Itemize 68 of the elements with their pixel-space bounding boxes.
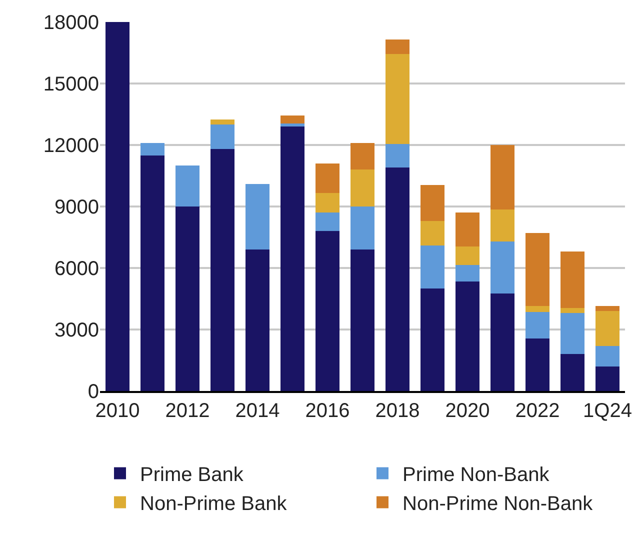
bar: [280, 123, 304, 127]
bar: [560, 354, 584, 391]
bar: [350, 250, 374, 391]
bar: [316, 231, 340, 391]
bar: [596, 346, 620, 366]
x-tick-label: 2010: [95, 400, 140, 422]
bar: [246, 250, 270, 391]
x-tick-label: 1Q24: [583, 400, 632, 422]
y-tick-label: 15000: [43, 74, 99, 96]
bar: [386, 144, 410, 168]
x-tick-label: 2014: [235, 400, 280, 422]
bar: [560, 313, 584, 354]
legend-label: Non-Prime Non-Bank: [402, 493, 594, 516]
legend-label: Prime Non-Bank: [402, 464, 550, 486]
bar: [526, 312, 550, 339]
bar: [526, 338, 550, 391]
bar: [246, 184, 270, 250]
y-tick-label: 0: [88, 381, 99, 403]
bar: [420, 245, 444, 288]
legend-label: Prime Bank: [140, 464, 244, 486]
bar: [596, 306, 620, 312]
bar: [386, 54, 410, 144]
x-tick-label: 2018: [375, 400, 420, 422]
bar: [316, 212, 340, 232]
bar: [456, 246, 480, 265]
bar: [386, 168, 410, 391]
bar: [210, 124, 234, 150]
bar: [456, 281, 480, 391]
y-tick-label: 9000: [54, 196, 99, 218]
x-tick-label: 2012: [165, 400, 210, 422]
bar: [490, 145, 514, 210]
bar: [526, 306, 550, 312]
bar: [106, 22, 130, 391]
bar: [280, 126, 304, 391]
x-tick-label: 2022: [515, 400, 560, 422]
bar: [490, 210, 514, 242]
bar: [280, 115, 304, 124]
bar: [210, 149, 234, 391]
bar: [420, 184, 444, 221]
bar: [140, 142, 164, 156]
bar: [596, 366, 620, 391]
bar: [210, 119, 234, 124]
y-tick-label: 12000: [43, 135, 99, 157]
legend-label: Non-Prime Bank: [140, 493, 288, 516]
bar: [456, 264, 480, 282]
bar: [560, 308, 584, 314]
bar: [456, 212, 480, 246]
y-tick-label: 6000: [54, 258, 99, 280]
bar: [526, 233, 550, 306]
bar: [420, 288, 444, 391]
bar: [316, 193, 340, 213]
bar: [490, 294, 514, 391]
bar: [560, 252, 584, 308]
bar: [350, 142, 374, 170]
bar: [140, 155, 164, 391]
bar: [176, 166, 200, 206]
bar: [176, 206, 200, 391]
bar: [596, 311, 620, 346]
bar: [316, 163, 340, 194]
y-tick-label: 18000: [43, 12, 99, 34]
x-tick-label: 2020: [445, 400, 490, 422]
bar: [490, 241, 514, 294]
bar: [386, 39, 410, 54]
bar: [350, 206, 374, 250]
x-tick-label: 2016: [305, 400, 350, 422]
bar: [420, 220, 444, 246]
y-tick-label: 3000: [54, 320, 99, 342]
bar: [350, 170, 374, 206]
